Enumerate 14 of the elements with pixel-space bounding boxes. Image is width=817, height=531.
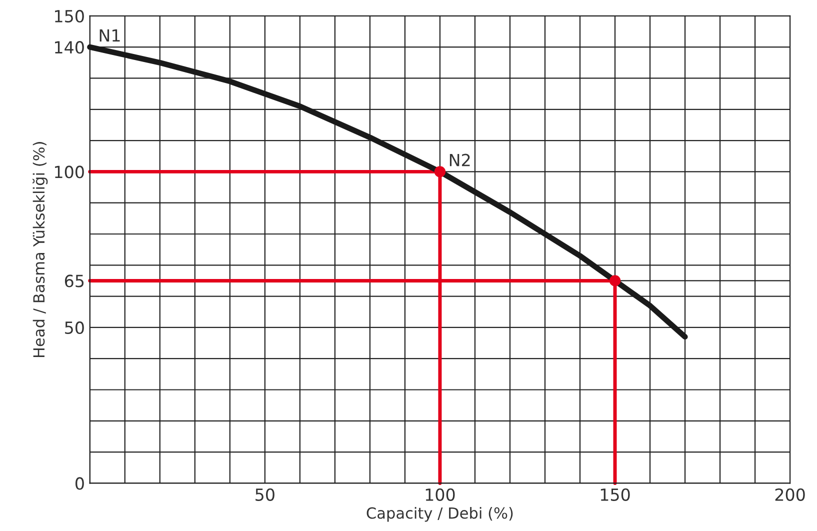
x-axis-title: Capacity / Debi (%): [366, 506, 513, 522]
x-tick-label: 200: [775, 488, 805, 501]
y-tick-label: 100: [55, 166, 84, 178]
x-tick-label: 100: [426, 488, 455, 501]
annotation: N1: [100, 29, 120, 42]
y-tick-label: 140: [55, 41, 84, 54]
x-tick-label: 50: [256, 488, 274, 501]
y-tick-label: 150: [55, 10, 84, 22]
y-tick-label: 65: [64, 274, 84, 288]
annotation: N2: [450, 154, 470, 166]
y-axis-title: Head / Basma Yüksekliği (%): [32, 142, 48, 357]
x-tick-label: 150: [600, 488, 630, 501]
y-tick-label: 50: [65, 321, 84, 334]
y-tick-label: 0: [76, 477, 84, 490]
